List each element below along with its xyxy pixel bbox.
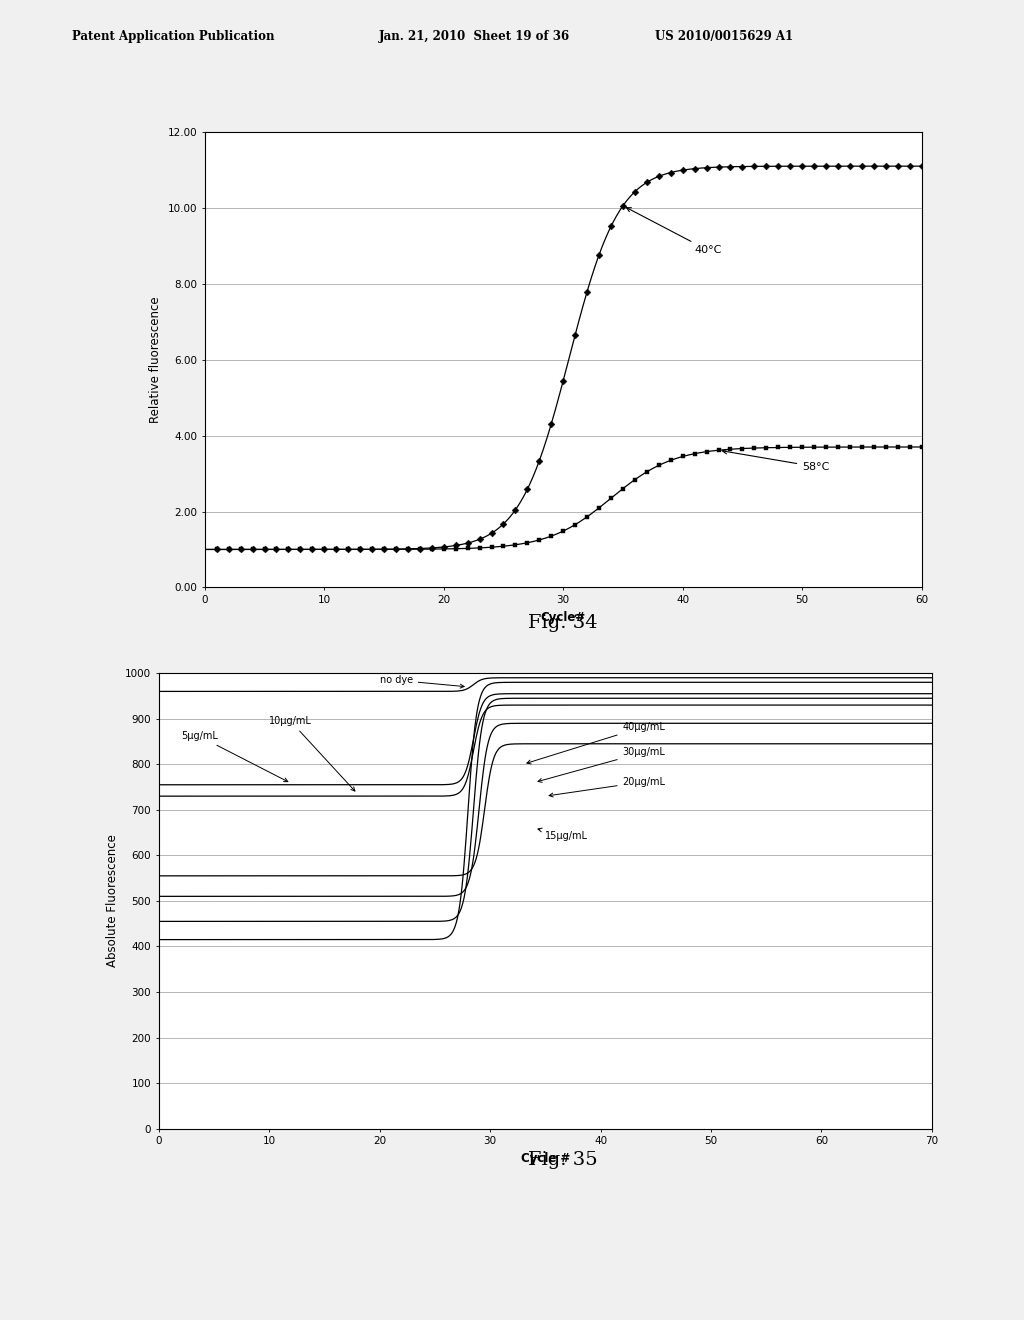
Text: Jan. 21, 2010  Sheet 19 of 36: Jan. 21, 2010 Sheet 19 of 36 [379, 30, 570, 44]
Text: Fig. 35: Fig. 35 [528, 1151, 598, 1170]
Text: no dye: no dye [380, 676, 464, 688]
Text: Fig. 34: Fig. 34 [528, 614, 598, 632]
Text: 20μg/mL: 20μg/mL [549, 776, 666, 797]
Y-axis label: Absolute Fluorescence: Absolute Fluorescence [106, 834, 120, 968]
Text: US 2010/0015629 A1: US 2010/0015629 A1 [655, 30, 794, 44]
Text: 40°C: 40°C [627, 207, 722, 256]
X-axis label: Cycle #: Cycle # [520, 1152, 570, 1164]
Text: 10μg/mL: 10μg/mL [269, 717, 355, 791]
Y-axis label: Relative fluorescence: Relative fluorescence [148, 297, 162, 422]
Text: 30μg/mL: 30μg/mL [538, 747, 666, 783]
Text: 58°C: 58°C [723, 449, 829, 471]
Text: 40μg/mL: 40μg/mL [527, 722, 666, 764]
Text: Patent Application Publication: Patent Application Publication [72, 30, 274, 44]
Text: 15μg/mL: 15μg/mL [538, 828, 588, 841]
X-axis label: Cycle#: Cycle# [541, 611, 586, 623]
Text: 5μg/mL: 5μg/mL [181, 731, 288, 781]
